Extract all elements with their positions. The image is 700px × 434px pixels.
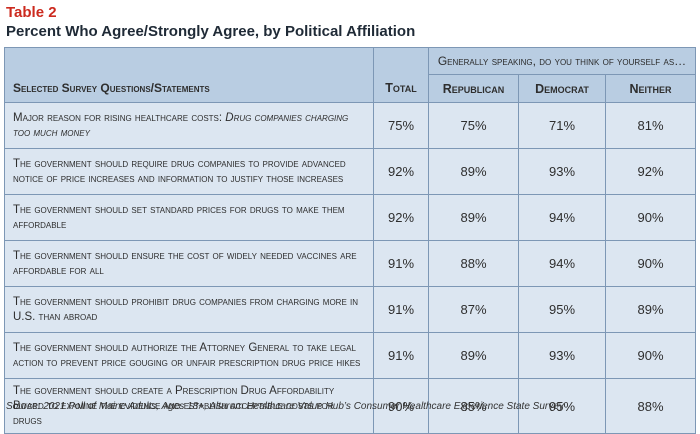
table-row: The government should ensure the cost of… (4, 240, 697, 287)
table-title: Percent Who Agree/Strongly Agree, by Pol… (6, 23, 416, 40)
question-cell: The government should set standard price… (4, 194, 374, 241)
header-republican: Republican (428, 74, 519, 103)
table-row: The government should require drug compa… (4, 148, 697, 195)
table-row: The government should prohibit drug comp… (4, 286, 697, 333)
total-cell: 91% (373, 240, 429, 287)
header-group-label: Generally speaking, do you think of your… (427, 47, 697, 75)
question-cell: The government should prohibit drug comp… (4, 286, 374, 333)
democrat-cell: 94% (518, 240, 606, 287)
democrat-cell: 95% (518, 286, 606, 333)
total-cell: 92% (373, 194, 429, 241)
neither-cell: 88% (604, 378, 697, 434)
republican-cell: 87% (428, 286, 519, 333)
source-note: Source: 2021 Poll of Maine Adults, Ages … (6, 401, 564, 412)
survey-table: Selected Survey Questions/Statements Tot… (4, 47, 697, 434)
total-cell: 92% (373, 148, 429, 195)
header-neither: Neither (604, 74, 697, 103)
question-cell: The government should authorize the Atto… (4, 332, 374, 379)
table-row: Major reason for rising healthcare costs… (4, 102, 697, 149)
header-total-col: Total (373, 47, 429, 103)
question-cell: The government should ensure the cost of… (4, 240, 374, 287)
republican-cell: 89% (428, 194, 519, 241)
republican-cell: 75% (428, 102, 519, 149)
republican-cell: 88% (428, 240, 519, 287)
question-cell: The government should require drug compa… (4, 148, 374, 195)
neither-cell: 81% (604, 102, 697, 149)
neither-cell: 89% (604, 286, 697, 333)
header-democrat: Democrat (518, 74, 606, 103)
neither-cell: 92% (604, 148, 697, 195)
republican-cell: 89% (428, 148, 519, 195)
democrat-cell: 71% (518, 102, 606, 149)
democrat-cell: 93% (518, 148, 606, 195)
table-row: The government should authorize the Atto… (4, 332, 697, 379)
table-row: The government should set standard price… (4, 194, 697, 241)
total-cell: 75% (373, 102, 429, 149)
republican-cell: 89% (428, 332, 519, 379)
neither-cell: 90% (604, 240, 697, 287)
table-label: Table 2 (6, 4, 57, 21)
total-cell: 91% (373, 286, 429, 333)
neither-cell: 90% (604, 332, 697, 379)
neither-cell: 90% (604, 194, 697, 241)
total-cell: 91% (373, 332, 429, 379)
header-question-col: Selected Survey Questions/Statements (4, 47, 374, 103)
question-cell: Major reason for rising healthcare costs… (4, 102, 374, 149)
democrat-cell: 93% (518, 332, 606, 379)
democrat-cell: 94% (518, 194, 606, 241)
